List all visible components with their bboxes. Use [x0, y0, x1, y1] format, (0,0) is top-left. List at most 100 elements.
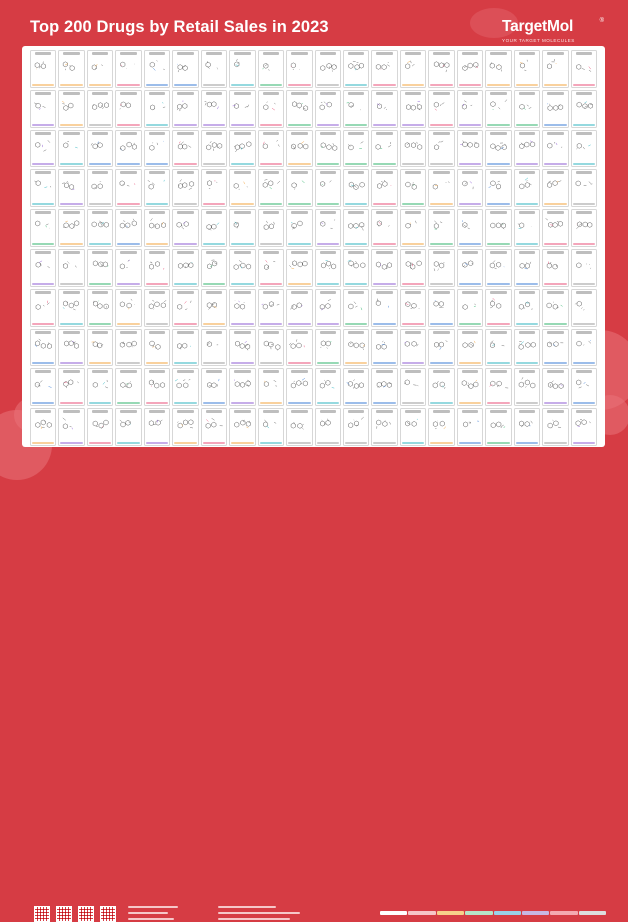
molecule-structure — [33, 217, 53, 232]
drug-card — [571, 209, 597, 247]
drug-card — [428, 329, 454, 367]
drug-card — [144, 90, 170, 128]
molecule-structure — [374, 58, 394, 73]
drug-card — [115, 289, 141, 327]
drug-name — [206, 132, 222, 135]
legend-swatch — [408, 911, 435, 915]
drug-name — [120, 291, 136, 294]
category-bar — [203, 323, 225, 325]
molecule-structure — [61, 337, 81, 352]
drug-card — [30, 90, 56, 128]
drug-name — [263, 171, 279, 174]
molecule-structure — [517, 138, 537, 153]
molecule-structure — [204, 257, 224, 272]
molecule-structure — [460, 376, 480, 391]
category-bar — [231, 243, 253, 245]
category-bar — [544, 84, 566, 86]
category-bar — [317, 362, 339, 364]
drug-name — [234, 52, 250, 55]
drug-card — [315, 130, 341, 168]
category-bar — [146, 442, 168, 444]
category-bar — [402, 442, 424, 444]
category-bar — [288, 203, 310, 205]
molecule-structure — [574, 376, 594, 391]
category-bar — [146, 84, 168, 86]
molecule-structure — [374, 138, 394, 153]
category-bar — [459, 243, 481, 245]
category-bar — [260, 124, 282, 126]
molecule-structure — [147, 257, 167, 272]
category-bar — [516, 442, 538, 444]
drug-card — [144, 50, 170, 88]
legend-swatch — [522, 911, 549, 915]
molecule-structure — [517, 416, 537, 431]
drug-card — [315, 329, 341, 367]
category-bar — [459, 323, 481, 325]
drug-name — [320, 211, 336, 214]
molecule-structure — [118, 138, 138, 153]
drug-card — [400, 249, 426, 287]
category-bar — [459, 84, 481, 86]
drug-name — [206, 410, 222, 413]
contact-info — [128, 918, 174, 920]
category-bar — [260, 163, 282, 165]
drug-card — [172, 329, 198, 367]
drug-card — [258, 249, 284, 287]
category-bar — [573, 402, 595, 404]
category-bar — [288, 323, 310, 325]
drug-name — [376, 132, 392, 135]
drug-name — [120, 52, 136, 55]
drug-card — [485, 368, 511, 406]
drug-card — [172, 289, 198, 327]
category-bar — [516, 283, 538, 285]
category-bar — [373, 402, 395, 404]
drug-card — [229, 90, 255, 128]
drug-card — [571, 169, 597, 207]
molecule-structure — [488, 257, 508, 272]
drug-name — [234, 331, 250, 334]
drug-card — [542, 408, 568, 446]
category-bar — [146, 243, 168, 245]
molecule-structure — [517, 98, 537, 113]
drug-name — [376, 291, 392, 294]
drug-card — [115, 408, 141, 446]
category-bar — [573, 203, 595, 205]
molecule-structure — [147, 138, 167, 153]
drug-name — [320, 171, 336, 174]
drug-card — [371, 329, 397, 367]
category-bar — [544, 323, 566, 325]
category-bar — [231, 402, 253, 404]
drug-card — [201, 408, 227, 446]
molecule-structure — [488, 177, 508, 192]
molecule-structure — [90, 58, 110, 73]
molecule-structure — [175, 337, 195, 352]
category-bar — [317, 402, 339, 404]
drug-card — [400, 329, 426, 367]
drug-name — [576, 92, 592, 95]
drug-name — [206, 370, 222, 373]
drug-name — [576, 171, 592, 174]
molecule-structure — [147, 416, 167, 431]
molecule-structure — [33, 297, 53, 312]
molecule-structure — [289, 177, 309, 192]
drug-name — [320, 291, 336, 294]
category-bar — [60, 442, 82, 444]
drug-card — [115, 130, 141, 168]
molecule-structure — [204, 58, 224, 73]
drug-name — [547, 211, 563, 214]
legend-swatch — [550, 911, 577, 915]
drug-card — [30, 209, 56, 247]
drug-card — [258, 408, 284, 446]
drug-card — [457, 90, 483, 128]
category-bar — [459, 283, 481, 285]
drug-name — [519, 370, 535, 373]
drug-card — [514, 368, 540, 406]
drug-card — [428, 368, 454, 406]
drug-name — [433, 132, 449, 135]
drug-name — [348, 251, 364, 254]
drug-card — [172, 50, 198, 88]
drug-name — [405, 132, 421, 135]
drug-card — [286, 249, 312, 287]
drug-name — [120, 211, 136, 214]
drug-card — [428, 130, 454, 168]
